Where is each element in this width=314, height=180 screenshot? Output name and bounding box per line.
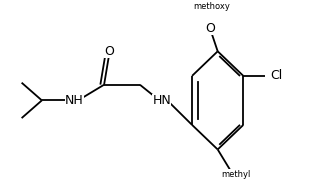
Text: NH: NH xyxy=(65,94,84,107)
Text: HN: HN xyxy=(152,94,171,107)
Text: O: O xyxy=(205,22,215,35)
Text: Cl: Cl xyxy=(270,69,282,82)
Text: methoxy: methoxy xyxy=(193,2,230,11)
Text: methyl: methyl xyxy=(222,170,251,179)
Text: O: O xyxy=(104,46,114,58)
